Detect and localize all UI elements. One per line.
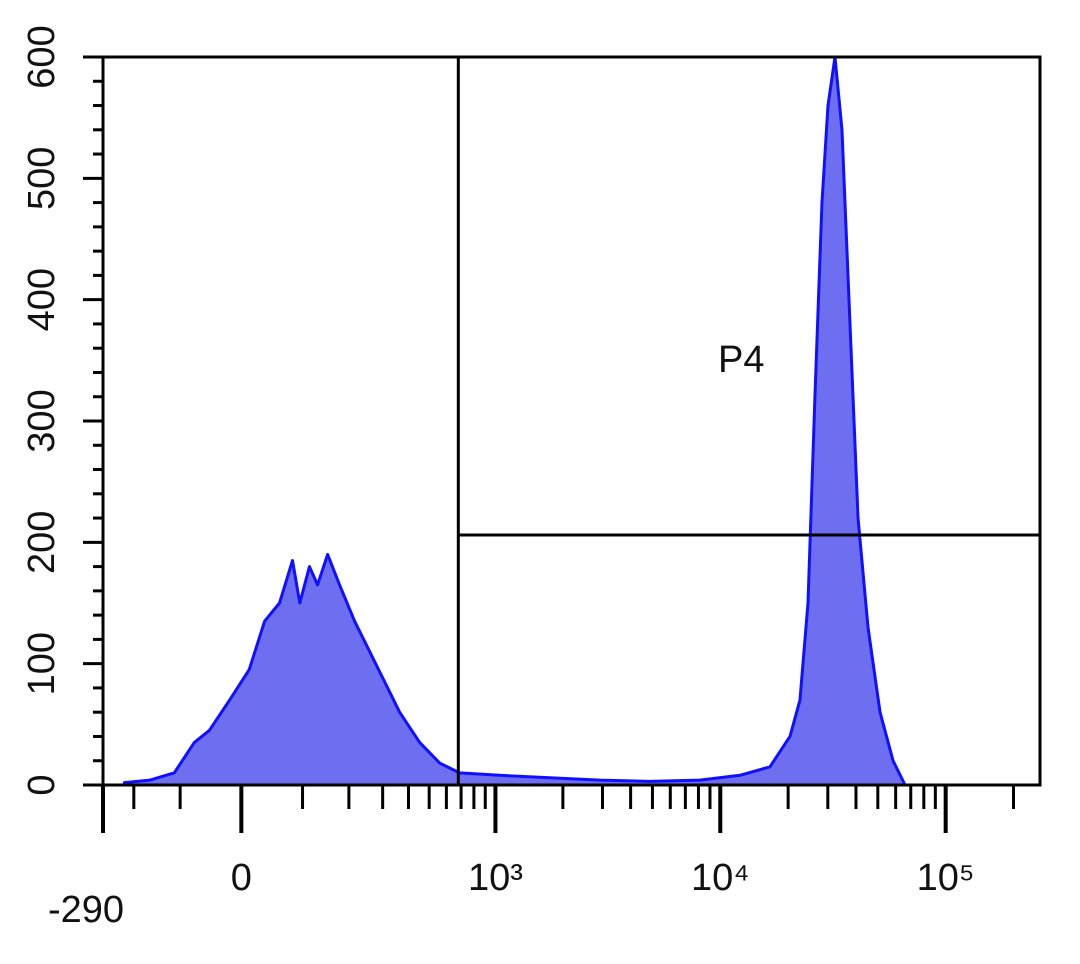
histogram-area xyxy=(122,55,907,787)
x-tick-label: 0 xyxy=(231,857,252,899)
y-tick-label: 100 xyxy=(21,632,63,695)
y-tick-label: 600 xyxy=(21,25,63,88)
x-tick-label: -290 xyxy=(48,889,124,931)
y-tick-label: 500 xyxy=(21,147,63,210)
y-tick-label: 400 xyxy=(21,268,63,331)
gate-label: P4 xyxy=(718,339,764,381)
x-tick-label: 10⁵ xyxy=(917,857,975,899)
y-tick-label: 0 xyxy=(21,774,63,795)
x-tick-label: 10³ xyxy=(468,857,523,899)
y-tick-label: 200 xyxy=(21,511,63,574)
x-tick-label: 10⁴ xyxy=(691,857,750,899)
y-tick-label: 300 xyxy=(21,389,63,452)
